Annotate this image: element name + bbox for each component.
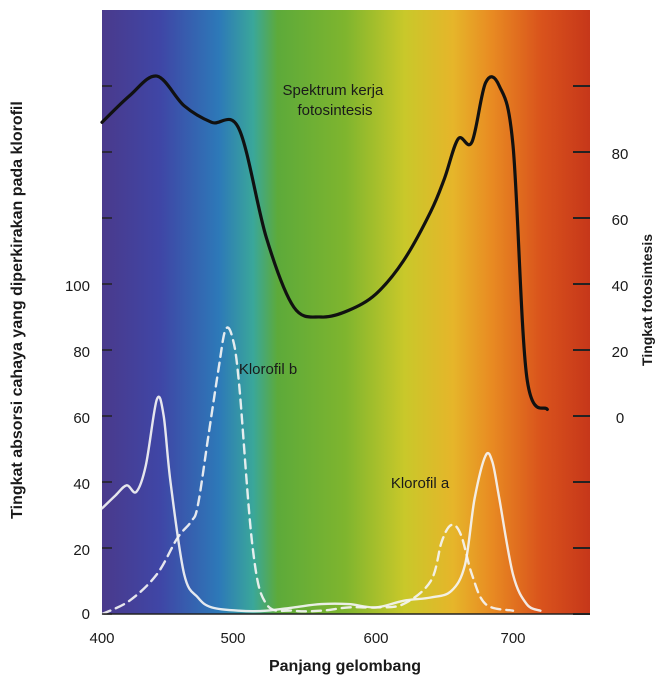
x-axis-title: Panjang gelombang <box>269 658 421 675</box>
x-tick-label: 500 <box>220 630 245 647</box>
y-left-tick-label: 0 <box>82 606 90 623</box>
y-left-tick-label: 80 <box>73 344 90 361</box>
annotation-action-spectrum: Spektrum kerja fotosintesis <box>282 82 387 119</box>
plot-series <box>100 74 549 616</box>
y-right-tick-label: 60 <box>612 212 629 229</box>
action-spectrum-line <box>100 74 549 411</box>
annotations: Spektrum kerja fotosintesis Klorofil b K… <box>239 82 450 492</box>
left-axis: 0 20 40 60 80 100 Tingkat absorsi cahaya… <box>9 101 90 623</box>
y-left-tick-label: 40 <box>73 476 90 493</box>
x-tick-label: 700 <box>500 630 525 647</box>
y-left-tick-label: 20 <box>73 542 90 559</box>
annotation-line: Spektrum kerja <box>282 82 384 99</box>
right-axis-ticks <box>102 85 590 615</box>
y-right-tick-label: 20 <box>612 344 629 361</box>
x-axis: 400 500 600 700 Panjang gelombang <box>89 613 590 675</box>
annotation-line: fotosintesis <box>297 102 372 119</box>
y-right-tick-label: 0 <box>616 410 624 427</box>
chlorophyll-a-line <box>100 395 542 613</box>
chlorophyll-b-line <box>100 326 515 616</box>
y-left-tick-label: 60 <box>73 410 90 427</box>
y-left-axis-title: Tingkat absorsi cahaya yang diperkirakan… <box>9 101 26 519</box>
y-right-axis-title: Tingkat fotosintesis <box>639 234 655 366</box>
x-tick-label: 400 <box>89 630 114 647</box>
right-axis: 0 20 40 60 80 Tingkat fotosintesis <box>612 146 655 427</box>
y-left-tick-label: 100 <box>65 278 90 295</box>
x-tick-label: 600 <box>363 630 388 647</box>
annotation-chlorophyll-b: Klorofil b <box>239 361 297 378</box>
y-right-tick-label: 80 <box>612 146 629 163</box>
y-right-tick-label: 40 <box>612 278 629 295</box>
annotation-chlorophyll-a: Klorofil a <box>391 475 450 492</box>
